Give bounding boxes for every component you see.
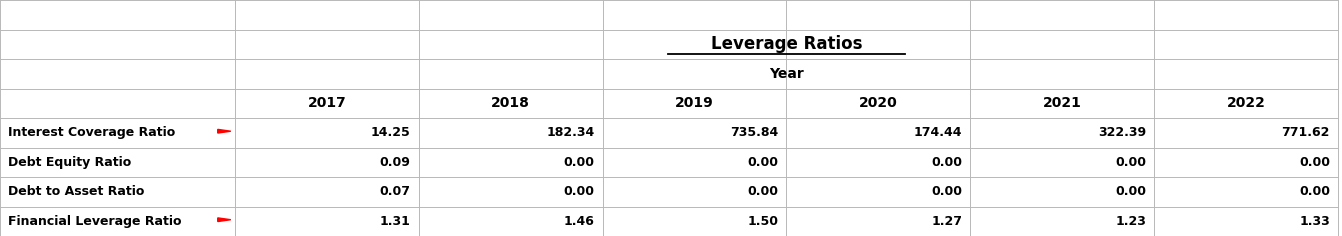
Text: 0.00: 0.00 (1115, 156, 1146, 169)
Text: 1.27: 1.27 (931, 215, 962, 228)
Polygon shape (217, 218, 231, 222)
Text: 2018: 2018 (491, 96, 530, 110)
Text: 2021: 2021 (1043, 96, 1082, 110)
Text: Interest Coverage Ratio: Interest Coverage Ratio (8, 126, 176, 139)
Text: 1.50: 1.50 (747, 215, 778, 228)
Text: Financial Leverage Ratio: Financial Leverage Ratio (8, 215, 181, 228)
Text: 1.23: 1.23 (1115, 215, 1146, 228)
Text: 2019: 2019 (675, 96, 714, 110)
Text: 0.00: 0.00 (747, 156, 778, 169)
Text: 735.84: 735.84 (730, 126, 778, 139)
Text: 0.00: 0.00 (1299, 156, 1330, 169)
Text: 0.00: 0.00 (931, 156, 962, 169)
Text: 2017: 2017 (307, 96, 346, 110)
Text: 174.44: 174.44 (914, 126, 962, 139)
Text: Debt Equity Ratio: Debt Equity Ratio (8, 156, 132, 169)
Text: 0.00: 0.00 (931, 185, 962, 198)
Text: 2022: 2022 (1227, 96, 1266, 110)
Text: 1.33: 1.33 (1299, 215, 1330, 228)
Text: Leverage Ratios: Leverage Ratios (711, 35, 862, 53)
Text: 0.00: 0.00 (1115, 185, 1146, 198)
Text: 0.07: 0.07 (380, 185, 411, 198)
Text: 2020: 2020 (859, 96, 898, 110)
Text: 0.00: 0.00 (1299, 185, 1330, 198)
Text: 0.00: 0.00 (747, 185, 778, 198)
Text: 0.09: 0.09 (380, 156, 411, 169)
Text: 14.25: 14.25 (370, 126, 411, 139)
Text: Year: Year (769, 67, 804, 81)
Text: 0.00: 0.00 (564, 156, 595, 169)
Text: 322.39: 322.39 (1098, 126, 1146, 139)
Polygon shape (217, 129, 231, 133)
Text: 1.31: 1.31 (380, 215, 411, 228)
Text: 0.00: 0.00 (564, 185, 595, 198)
Text: 1.46: 1.46 (564, 215, 595, 228)
Text: 182.34: 182.34 (546, 126, 595, 139)
Text: 771.62: 771.62 (1282, 126, 1330, 139)
Text: Debt to Asset Ratio: Debt to Asset Ratio (8, 185, 145, 198)
